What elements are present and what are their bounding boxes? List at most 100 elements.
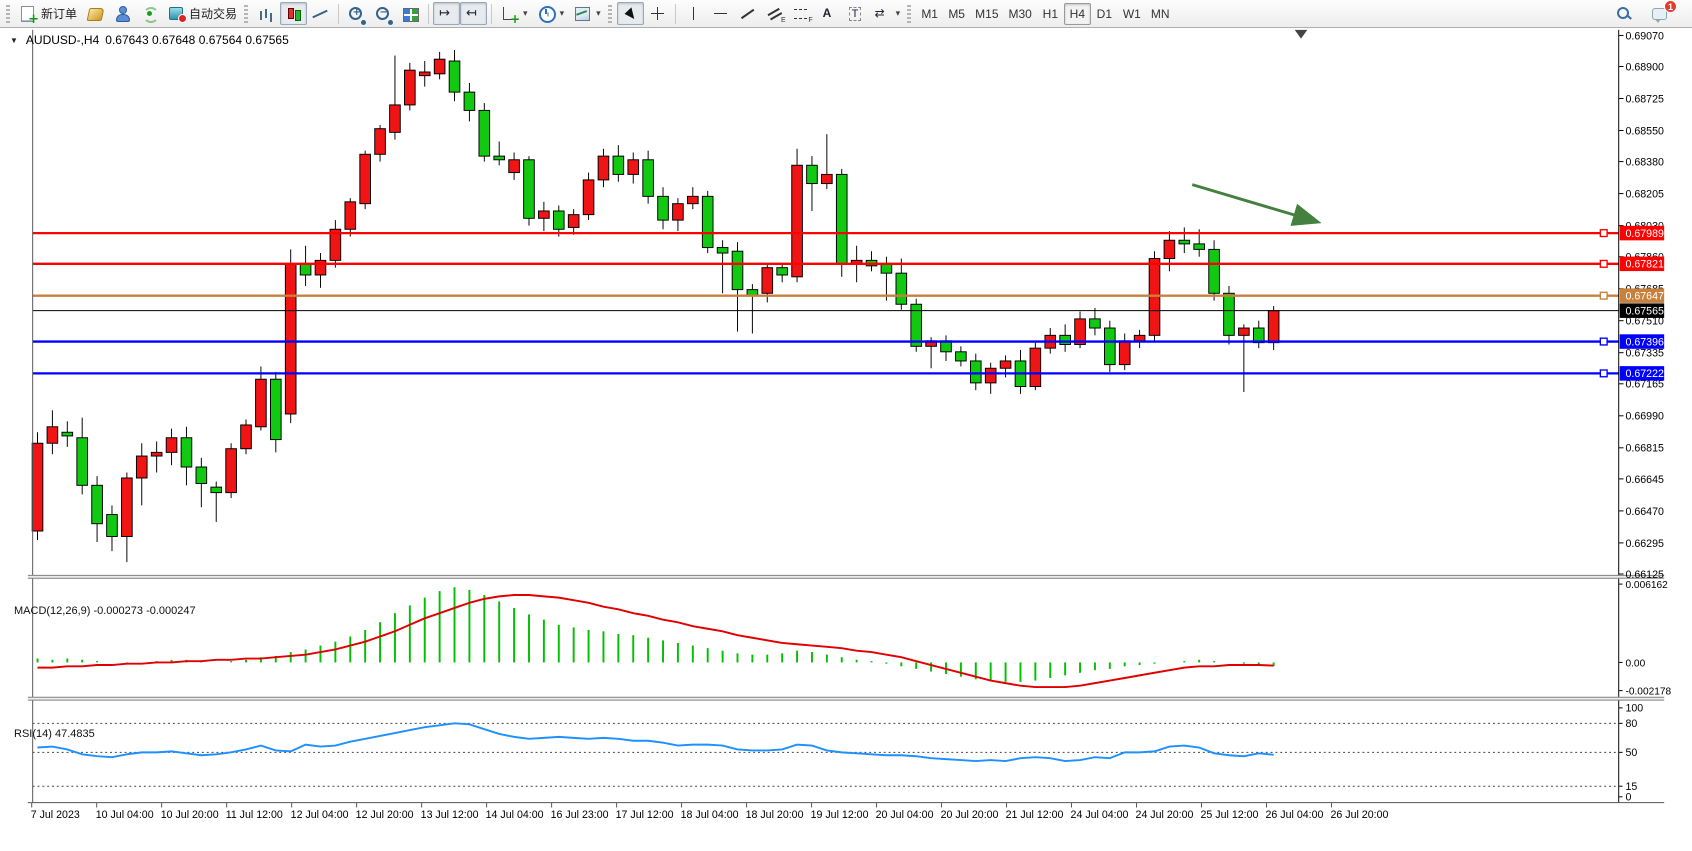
- timeframe-h4-button[interactable]: H4: [1063, 2, 1091, 25]
- rsi-pane: [32, 722, 1619, 787]
- zoom-out-button[interactable]: [370, 2, 397, 25]
- toolbar-grip[interactable]: [907, 4, 912, 23]
- hline-0.67222[interactable]: [32, 369, 1619, 378]
- toolbar-separator: [491, 3, 493, 24]
- cursor-button[interactable]: [616, 2, 644, 25]
- timeframe-w1-button[interactable]: W1: [1122, 6, 1141, 21]
- chart-shift-button[interactable]: [460, 2, 488, 25]
- toolbar-grip[interactable]: [607, 4, 612, 23]
- svg-text:50: 50: [1625, 747, 1637, 759]
- candlestick-icon: [285, 6, 302, 21]
- new-order-button-label: 新订单: [41, 7, 78, 21]
- indicators-icon: [501, 6, 520, 25]
- person-icon: [114, 6, 131, 22]
- chat-icon: 1: [1652, 0, 1677, 23]
- symbol-period-label: AUDUSD-,H4: [25, 33, 100, 47]
- candlestick-chart-button[interactable]: [280, 2, 308, 25]
- svg-text:100: 100: [1625, 703, 1643, 715]
- time-axis: 7 Jul 2023 10 Jul 04:00 10 Jul 20:00 11 Jul…: [31, 802, 1389, 821]
- text-label-button[interactable]: [842, 2, 869, 25]
- signal-icon: [141, 6, 160, 23]
- price-line-labels: 0.67989 0.67821 0.67647 0.67396 0.67222 0.675…: [1619, 225, 1665, 381]
- fibonacci-button[interactable]: [788, 2, 815, 25]
- chevron-down-icon[interactable]: ▾: [559, 8, 565, 18]
- charts-profile-button[interactable]: [82, 2, 109, 25]
- svg-text:13 Jul 12:00: 13 Jul 12:00: [421, 809, 479, 821]
- periods-button[interactable]: ▾: [533, 2, 570, 25]
- timeframe-mn-button[interactable]: MN: [1150, 6, 1170, 21]
- arrows-button[interactable]: ▾: [869, 2, 906, 25]
- chart-ohlc-line: ▼ AUDUSD-,H4 0.67643 0.67648 0.67564 0.6…: [8, 33, 289, 47]
- ohlc-values: 0.67643 0.67648 0.67564 0.67565: [105, 33, 289, 47]
- bar-chart-button[interactable]: [253, 2, 280, 25]
- toolbar-separator: [428, 3, 430, 24]
- new-order-button[interactable]: 新订单: [15, 2, 82, 26]
- hline-0.67989[interactable]: [32, 229, 1619, 238]
- auto-scroll-button[interactable]: [433, 2, 461, 25]
- collapse-icon[interactable]: ▼: [10, 35, 18, 45]
- svg-text:0.67821: 0.67821: [1625, 259, 1663, 271]
- indicators-button[interactable]: ▾: [496, 2, 533, 25]
- autotrading-button[interactable]: 自动交易: [163, 2, 242, 25]
- svg-text:0.67989: 0.67989: [1625, 228, 1663, 240]
- chat-button[interactable]: 1: [1647, 0, 1677, 25]
- macd-signal-line: [37, 594, 1274, 689]
- svg-text:26 Jul 20:00: 26 Jul 20:00: [1331, 809, 1389, 821]
- svg-text:12 Jul 20:00: 12 Jul 20:00: [356, 809, 414, 821]
- horizontal-line-icon: [711, 6, 729, 21]
- svg-text:0.66815: 0.66815: [1625, 443, 1663, 455]
- horizontal-line-button[interactable]: [707, 2, 734, 25]
- svg-text:19 Jul 12:00: 19 Jul 12:00: [811, 809, 869, 821]
- templates-button[interactable]: ▾: [569, 2, 606, 25]
- channel-icon: [766, 6, 786, 24]
- svg-text:0.69070: 0.69070: [1625, 30, 1663, 42]
- search-icon: [1615, 6, 1632, 21]
- chevron-down-icon[interactable]: ▾: [895, 8, 901, 18]
- candles: [31, 50, 1280, 563]
- trendline-button[interactable]: [734, 2, 761, 25]
- svg-text:0.67396: 0.67396: [1625, 336, 1663, 348]
- chevron-down-icon[interactable]: ▾: [596, 8, 601, 18]
- tile-windows-button[interactable]: [397, 2, 424, 25]
- timeframe-m30-button[interactable]: M30: [1008, 6, 1032, 21]
- equidistant-channel-button[interactable]: [761, 2, 788, 25]
- svg-text:0.68550: 0.68550: [1625, 125, 1663, 137]
- toolbar-grip[interactable]: [6, 4, 10, 23]
- timeframe-m15-button[interactable]: M15: [975, 6, 999, 21]
- timeframe-m5-button[interactable]: M5: [948, 6, 965, 21]
- cursor-icon: [622, 6, 639, 21]
- timeframe-h1-button[interactable]: H1: [1042, 6, 1059, 21]
- autotrading-icon: [168, 6, 188, 23]
- svg-text:80: 80: [1625, 718, 1637, 730]
- chart-shift-marker[interactable]: [1294, 29, 1308, 39]
- timeframe-m1-button[interactable]: M1: [921, 6, 938, 21]
- svg-text:0.66295: 0.66295: [1625, 538, 1663, 550]
- chart-area: 0.69070 0.68900 0.68725 0.68550 0.68380 0.682…: [0, 28, 1692, 851]
- signals-button[interactable]: [136, 2, 163, 25]
- crosshair-button[interactable]: [644, 2, 671, 25]
- trendline-icon: [739, 6, 756, 21]
- vertical-line-button[interactable]: [680, 2, 707, 25]
- hline-0.67821[interactable]: [32, 259, 1619, 268]
- svg-text:0.66125: 0.66125: [1625, 569, 1663, 581]
- chart-canvas[interactable]: 0.69070 0.68900 0.68725 0.68550 0.68380 0.682…: [0, 28, 1692, 851]
- line-chart-button[interactable]: [307, 2, 334, 25]
- zoom-in-button[interactable]: [343, 2, 370, 25]
- svg-text:0.006162: 0.006162: [1625, 580, 1668, 591]
- svg-text:20 Jul 04:00: 20 Jul 04:00: [876, 809, 934, 821]
- community-button[interactable]: [109, 2, 136, 25]
- svg-text:0.67165: 0.67165: [1625, 379, 1663, 391]
- svg-text:0.67335: 0.67335: [1625, 348, 1663, 360]
- svg-text:-0.002178: -0.002178: [1625, 687, 1671, 698]
- zoom-out-icon: [375, 6, 392, 21]
- hline-0.67396[interactable]: [32, 337, 1619, 346]
- toolbar-grip[interactable]: [244, 4, 249, 23]
- trend-arrow-annotation[interactable]: [1191, 183, 1322, 226]
- svg-text:0.68380: 0.68380: [1625, 156, 1663, 168]
- hline-0.67647[interactable]: [32, 291, 1619, 300]
- svg-text:0.66645: 0.66645: [1625, 474, 1663, 486]
- timeframe-d1-button[interactable]: D1: [1096, 6, 1113, 21]
- search-button[interactable]: [1610, 2, 1637, 25]
- chevron-down-icon[interactable]: ▾: [523, 8, 528, 18]
- text-button[interactable]: [815, 2, 842, 25]
